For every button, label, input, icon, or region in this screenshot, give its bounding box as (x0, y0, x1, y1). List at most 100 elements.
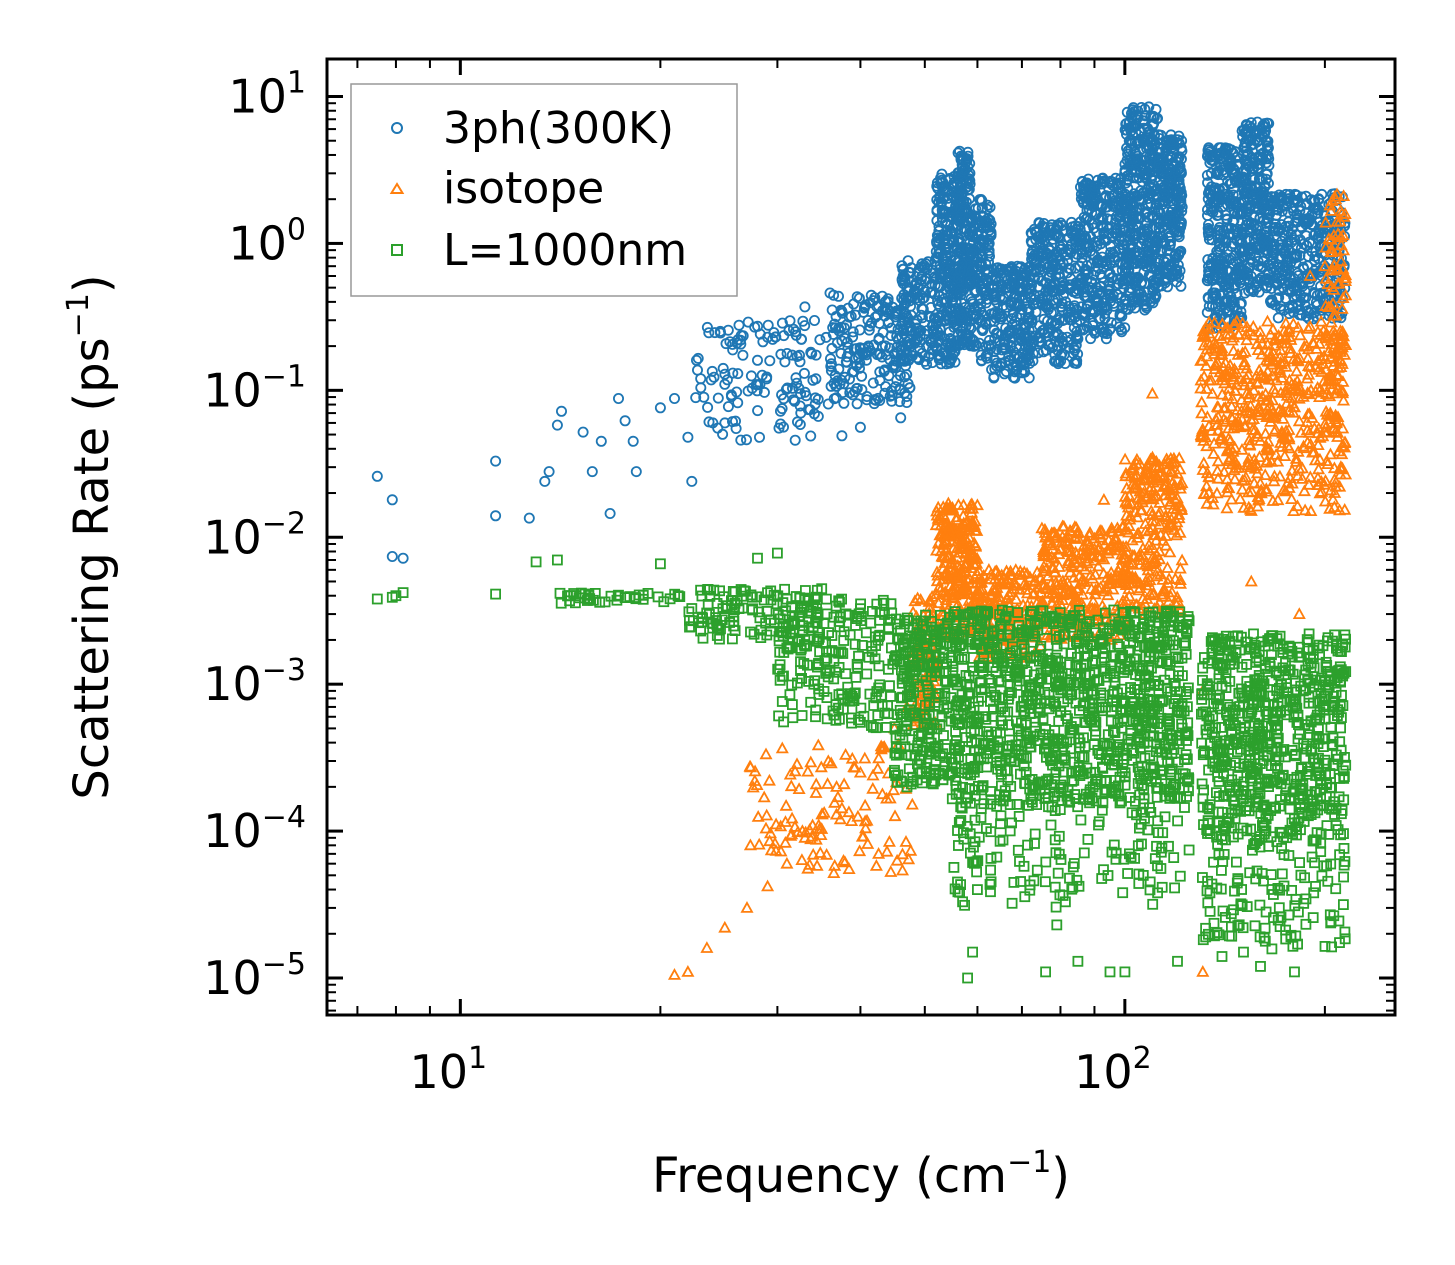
data-point (725, 389, 737, 401)
data-point (836, 430, 848, 442)
data-point (837, 777, 851, 790)
data-point (1037, 238, 1049, 250)
data-point (1290, 364, 1304, 377)
data-point (989, 287, 1001, 299)
data-point (827, 328, 839, 340)
data-point (831, 380, 843, 392)
data-point (386, 551, 398, 563)
data-point (1065, 263, 1077, 275)
data-point (975, 349, 987, 361)
data-point (752, 354, 764, 366)
data-point (1122, 204, 1134, 216)
data-point (397, 552, 409, 564)
data-point (872, 751, 886, 764)
data-point (784, 779, 798, 792)
data-point (761, 371, 773, 383)
data-point (490, 510, 502, 522)
data-point (733, 319, 745, 331)
data-point (1003, 351, 1015, 363)
data-point (1226, 344, 1241, 356)
data-point (953, 233, 965, 245)
data-point (1005, 339, 1017, 351)
data-point (1132, 271, 1144, 283)
data-point (869, 311, 881, 323)
data-point (798, 367, 810, 379)
data-point (1145, 292, 1157, 304)
data-point (759, 747, 773, 760)
data-point (1019, 263, 1031, 275)
data-point (1028, 294, 1040, 306)
data-point (825, 380, 837, 392)
data-point (1046, 263, 1058, 275)
data-point (764, 355, 776, 367)
data-point (858, 798, 872, 811)
data-point (695, 382, 707, 394)
data-point (853, 292, 865, 304)
data-point (901, 352, 913, 364)
data-point (794, 356, 806, 368)
data-point (1027, 245, 1039, 257)
data-point (933, 248, 945, 260)
data-point (981, 203, 993, 215)
data-point (901, 322, 913, 334)
data-point (792, 782, 806, 794)
data-point (1081, 320, 1093, 332)
data-point (1047, 316, 1059, 328)
data-point (730, 415, 742, 427)
data-point (1132, 105, 1144, 117)
data-point (758, 386, 770, 398)
data-point (1032, 347, 1044, 359)
data-point (386, 494, 398, 506)
data-point (1140, 206, 1152, 218)
data-point (762, 773, 776, 786)
data-point (722, 324, 734, 336)
data-point (706, 365, 718, 377)
data-point (903, 285, 915, 297)
data-point (937, 176, 949, 188)
data-point (692, 352, 704, 364)
data-point (702, 401, 714, 413)
data-point (902, 255, 914, 267)
data-point (970, 309, 982, 321)
data-point (966, 248, 978, 260)
data-point (954, 286, 966, 298)
data-point (1065, 244, 1077, 256)
data-point (909, 287, 921, 299)
data-point (955, 297, 967, 309)
data-point (932, 315, 944, 327)
data-point (1074, 260, 1086, 272)
data-point (953, 237, 965, 249)
data-point (882, 303, 894, 315)
data-point (874, 374, 886, 386)
data-point (1099, 302, 1111, 314)
data-point (1098, 228, 1110, 240)
data-point (989, 294, 1001, 306)
data-point (960, 182, 972, 194)
data-point (1024, 261, 1036, 273)
data-point (931, 177, 943, 189)
data-point (775, 418, 787, 430)
data-point (956, 258, 968, 270)
data-point (830, 392, 842, 404)
data-point (1125, 250, 1137, 262)
data-point (1120, 118, 1132, 130)
data-point (866, 781, 880, 794)
data-point (984, 201, 996, 213)
data-point (788, 323, 800, 335)
data-point (953, 272, 965, 284)
data-point (854, 348, 866, 360)
data-point (1118, 452, 1132, 465)
data-point (829, 370, 841, 382)
data-point (790, 372, 802, 384)
data-point (874, 348, 886, 360)
data-point (915, 324, 927, 336)
data-point (1056, 281, 1068, 293)
data-point (799, 301, 811, 313)
data-point (1122, 182, 1134, 194)
data-point (686, 475, 698, 487)
plot-marks (371, 101, 1353, 984)
data-point (830, 310, 842, 322)
data-point (1148, 185, 1160, 197)
data-point (933, 220, 945, 232)
data-point (998, 333, 1010, 345)
